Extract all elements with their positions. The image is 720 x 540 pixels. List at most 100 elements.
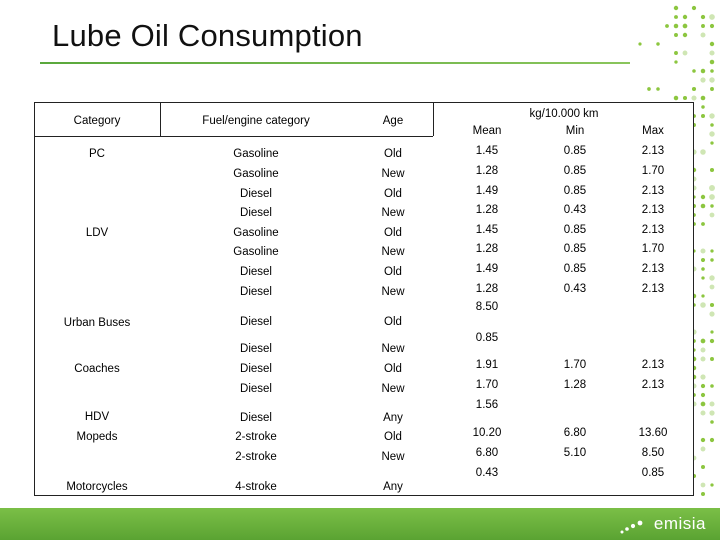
decorative-dot (691, 95, 697, 101)
decorative-dot (701, 24, 705, 28)
cell-max: 13.60 (638, 427, 668, 439)
cell-age: New (381, 168, 405, 180)
header-age: Age (382, 115, 404, 127)
decorative-dot (700, 32, 706, 38)
cell-age: New (381, 343, 405, 355)
decorative-dot (700, 203, 706, 209)
decorative-dot (700, 410, 706, 416)
cell-age: New (381, 207, 405, 219)
cell-min: 0.85 (563, 185, 587, 197)
cell-category: Urban Buses (63, 317, 131, 329)
decorative-dot (709, 41, 715, 47)
decorative-dot (709, 23, 715, 29)
cell-age: Old (384, 227, 402, 239)
decorative-dot (709, 194, 715, 200)
decorative-dot (700, 374, 706, 380)
cell-max: 2.13 (641, 379, 665, 391)
header-rule (34, 136, 433, 137)
cell-max: 2.13 (641, 185, 665, 197)
decorative-dot (674, 51, 678, 55)
decorative-dot (700, 68, 706, 74)
decorative-dot (700, 302, 706, 308)
page-title: Lube Oil Consumption (52, 18, 363, 53)
decorative-dot (656, 42, 660, 46)
cell-age: Old (384, 363, 402, 375)
cell-age: New (381, 451, 405, 463)
decorative-dot (710, 420, 714, 424)
cell-max: 2.13 (641, 263, 665, 275)
cell-mean: 0.43 (475, 467, 499, 479)
cell-fuel: Gasoline (233, 227, 279, 239)
decorative-dot (710, 357, 714, 361)
cell-category: Mopeds (76, 431, 118, 443)
cell-fuel: Gasoline (233, 168, 279, 180)
decorative-dot (700, 113, 706, 119)
decorative-dot (691, 86, 697, 92)
cell-age: Old (384, 266, 402, 278)
consumption-table (34, 102, 694, 496)
decorative-dot (710, 483, 714, 487)
decorative-dot (674, 15, 678, 19)
decorative-dot (656, 87, 660, 91)
cell-age: Old (384, 431, 402, 443)
cell-mean: 1.56 (475, 399, 499, 411)
decorative-dot (709, 302, 715, 308)
cell-mean: 1.49 (475, 185, 499, 197)
cell-category: Motorcycles (66, 481, 128, 493)
decorative-dot (682, 50, 688, 56)
decorative-dot (709, 401, 715, 407)
cell-mean: 1.28 (475, 204, 499, 216)
cell-max: 2.13 (641, 145, 665, 157)
cell-min: 0.43 (563, 283, 587, 295)
cell-max: 2.13 (641, 204, 665, 216)
cell-fuel: Gasoline (233, 148, 279, 160)
decorative-dot (710, 384, 714, 388)
decorative-dot (700, 347, 706, 353)
cell-min: 1.70 (563, 359, 587, 371)
cell-min: 0.85 (563, 243, 587, 255)
cell-min: 1.28 (563, 379, 587, 391)
cell-fuel: Diesel (240, 188, 272, 200)
cell-fuel: 2-stroke (235, 431, 277, 443)
decorative-dot (700, 482, 706, 488)
decorative-dot (673, 23, 679, 29)
decorative-dot (700, 257, 706, 263)
cell-min: 6.80 (563, 427, 587, 439)
cell-mean: 6.80 (475, 447, 499, 459)
header-divider (433, 102, 434, 136)
cell-fuel: 4-stroke (235, 481, 277, 493)
decorative-dot (710, 258, 714, 262)
cell-max: 2.13 (641, 224, 665, 236)
decorative-dot (700, 383, 706, 389)
decorative-dot (700, 401, 706, 407)
title-underline (40, 62, 630, 64)
decorative-dot (700, 194, 706, 200)
header-mean: Mean (472, 125, 502, 137)
decorative-dot (710, 141, 714, 145)
decorative-dot (638, 42, 642, 46)
decorative-dot (665, 24, 669, 28)
decorative-dot (701, 267, 705, 271)
footer-band (0, 508, 720, 540)
cell-mean: 1.91 (475, 359, 499, 371)
cell-category: HDV (84, 411, 110, 423)
cell-fuel: 2-stroke (235, 451, 277, 463)
decorative-dot (700, 248, 706, 254)
cell-max: 8.50 (641, 447, 665, 459)
cell-mean: 1.45 (475, 145, 499, 157)
decorative-dot (709, 437, 715, 443)
decorative-dot (701, 294, 705, 298)
cell-min: 0.85 (563, 263, 587, 275)
cell-age: Any (383, 481, 403, 493)
cell-min: 0.85 (563, 145, 587, 157)
cell-min: 0.43 (563, 204, 587, 216)
decorative-dot (709, 311, 715, 317)
cell-mean: 8.50 (475, 301, 499, 313)
cell-max: 1.70 (641, 165, 665, 177)
cell-min: 0.85 (563, 224, 587, 236)
cell-max: 2.13 (641, 359, 665, 371)
decorative-dot (682, 32, 688, 38)
cell-fuel: Diesel (240, 383, 272, 395)
cell-age: Any (383, 412, 403, 424)
cell-fuel: Diesel (240, 286, 272, 298)
